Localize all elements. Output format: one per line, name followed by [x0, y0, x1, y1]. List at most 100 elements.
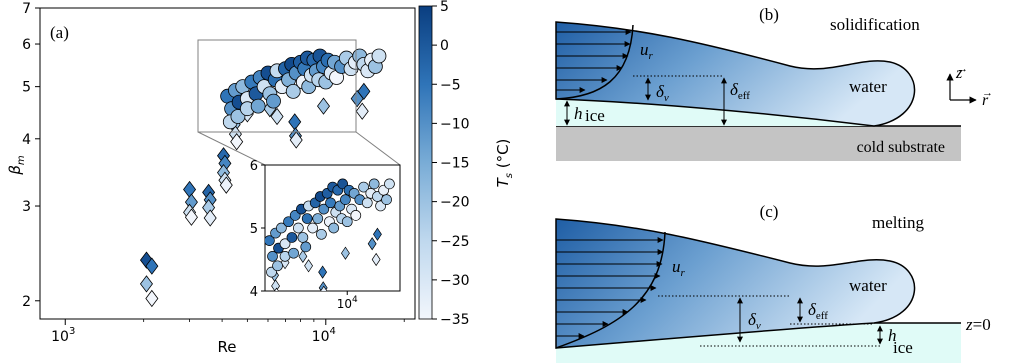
inset-point-circle [312, 213, 324, 224]
data-point-circle [266, 93, 281, 109]
data-point-diamond [203, 209, 217, 227]
main-axes: 2 3 4 5 6 7 103 104 [22, 1, 405, 345]
cold-substrate [556, 126, 961, 161]
ice-label-b: ice [585, 106, 605, 125]
inset-point-circle [318, 203, 330, 215]
inset-point-diamond [341, 246, 350, 260]
inset-point-circle [361, 197, 373, 209]
data-point-diamond [357, 82, 371, 101]
inset-point-circle [286, 232, 298, 243]
inset-point-circle [300, 241, 312, 253]
inset-point-circle [297, 232, 309, 243]
inset-point-circle [316, 228, 327, 240]
inset-point-diamond [298, 249, 308, 263]
inset-y-tick-label: 4 [250, 285, 258, 300]
colorbar-tick-label: −5 [440, 77, 461, 93]
zoom-box [197, 39, 357, 133]
water-label-c: water [849, 276, 887, 295]
panel-c-label: (c) [760, 202, 779, 221]
y-axis-label: βm [6, 155, 27, 176]
panel-a-label: (a) [50, 23, 69, 42]
velocity-profile-b [555, 24, 634, 100]
inset-axes: 4 5 6 104 [250, 159, 358, 311]
delta-eff-label-c: δeff [808, 300, 828, 322]
data-point-circle [285, 83, 301, 99]
inset-point-circle [265, 235, 275, 246]
inset-scatter [262, 178, 395, 338]
y-tick-label: 5 [22, 80, 31, 96]
x-tick-label: 104 [312, 326, 336, 345]
colorbar-tick-label: −30 [440, 273, 470, 289]
data-point-diamond [317, 97, 330, 115]
inset-point-circle [325, 197, 336, 209]
inset-point-circle [328, 222, 340, 234]
inset-point-circle [267, 251, 278, 262]
inset-point-diamond [318, 265, 328, 279]
data-point-circle [250, 98, 266, 114]
zoom-connector-right [355, 131, 401, 166]
inset-point-diamond [371, 252, 381, 267]
inset-point-circle [279, 238, 291, 250]
colorbar-label: Ts (°C) [494, 139, 515, 188]
panel-b-label: (b) [759, 5, 779, 24]
axis-z-vector-arrow: → [957, 63, 968, 75]
panel-a: 2 3 4 5 6 7 103 104 4 5 6 104 (a) Re βm 5 0 −5 −10 −15… [6, 0, 515, 356]
data-point-diamond [139, 275, 153, 293]
inset-point-circle [293, 222, 304, 234]
inset-point-circle [301, 213, 313, 224]
inset-point-circle [276, 222, 287, 234]
inset-point-diamond [271, 279, 280, 291]
ice-label-c: ice [893, 338, 913, 357]
colorbar-ticks: 5 0 −5 −10 −15 −20 −25 −30 −35 [432, 0, 470, 328]
inset-point-diamond [304, 259, 313, 273]
inset-point-diamond [373, 227, 382, 241]
colorbar-tick-label: −15 [440, 156, 470, 172]
main-scatter [139, 48, 387, 308]
inset-point-diamond [263, 326, 271, 338]
ur-label-c: ur [672, 257, 686, 279]
delta-v-label-b: δv [656, 82, 669, 104]
inset-point-circle [358, 181, 369, 193]
axis-r-vector-arrow: → [982, 87, 993, 99]
inset-point-circle [341, 216, 353, 228]
colorbar-tick-label: 0 [440, 38, 449, 54]
colorbar-tick-label: −10 [440, 116, 470, 132]
ice-layer-b [556, 99, 874, 126]
inset-point-circle [272, 260, 283, 272]
panel-c: (c) melting water ice z=0 ur δv [555, 202, 991, 363]
z0-label: z=0 [965, 315, 991, 334]
colorbar-tick-label: −35 [440, 312, 470, 328]
inset-point-diamond [262, 319, 270, 331]
inset-point-circle [307, 222, 318, 234]
data-point-diamond [219, 176, 233, 194]
inset-y-tick-label: 6 [250, 159, 258, 174]
inset-point-circle [283, 216, 294, 228]
panel-c-title: melting [872, 213, 924, 232]
h-label-c: h [888, 326, 897, 345]
inset-point-circle [337, 178, 348, 190]
inset-y-tick-label: 5 [250, 222, 258, 237]
h-label-b: h [574, 104, 583, 123]
delta-eff-label-b: δeff [730, 80, 750, 102]
x-axis-label: Re [218, 338, 237, 356]
y-tick-label: 6 [22, 37, 31, 53]
delta-v-label-c: δv [748, 310, 761, 332]
zoom-connector-left [197, 131, 266, 166]
ur-label-b: ur [640, 40, 654, 62]
inset-point-circle [381, 194, 392, 205]
data-point-diamond [230, 133, 244, 151]
velocity-arrows-b [556, 29, 632, 93]
data-point-circle [371, 48, 387, 64]
inset-point-circle [368, 178, 380, 190]
data-point-diamond [145, 257, 159, 275]
axis-z-label: z [955, 65, 963, 82]
water-label-b: water [849, 77, 887, 96]
y-tick-label: 2 [22, 294, 31, 310]
inset-point-diamond [274, 287, 279, 291]
panel-b: (b) solidification cold substrate water … [555, 5, 993, 161]
inset-point-diamond [367, 237, 377, 251]
data-point-diamond [289, 131, 303, 149]
inset-point-diamond [320, 285, 328, 291]
ice-wedge-c [556, 323, 961, 348]
